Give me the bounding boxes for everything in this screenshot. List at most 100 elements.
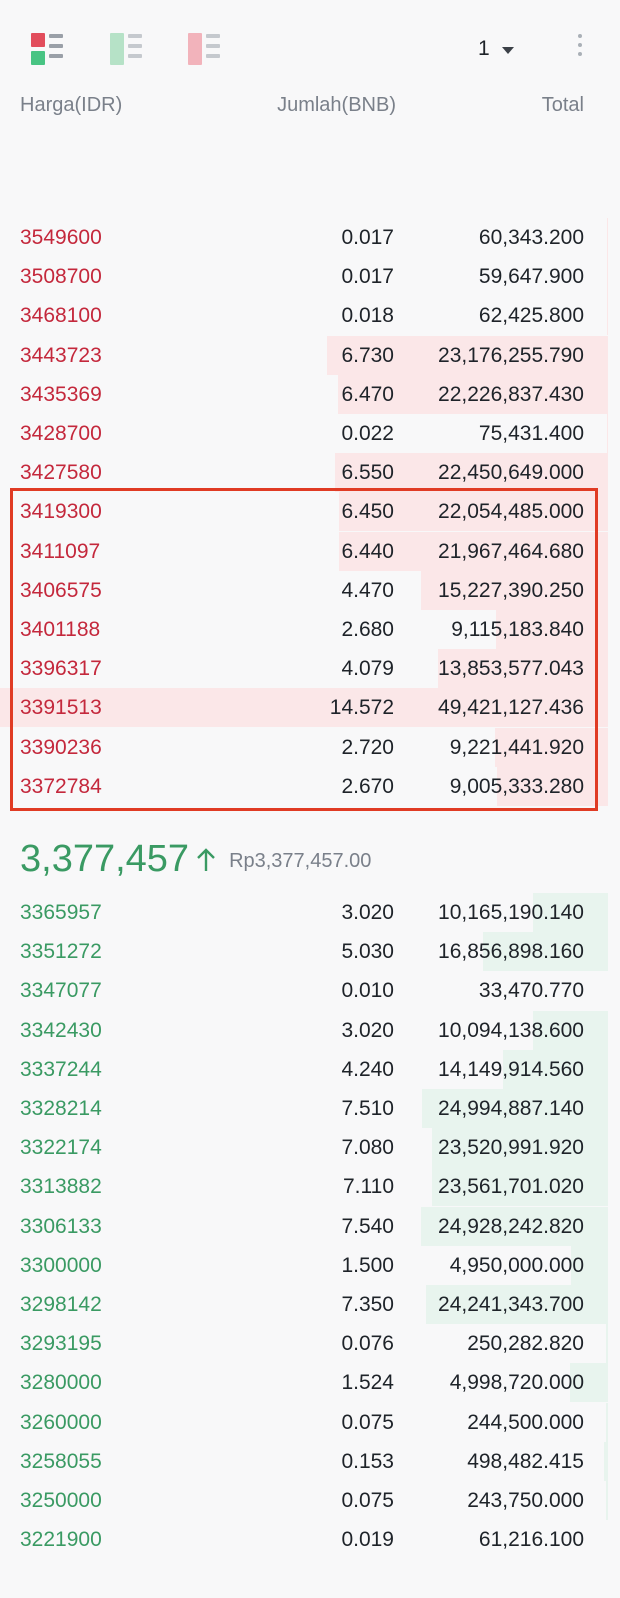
depth-bar	[607, 218, 608, 257]
bid-row[interactable]: 3306133 7.540 24,928,242.820	[0, 1206, 620, 1246]
bid-row[interactable]: 3313882 7.110 23,561,701.020	[0, 1167, 620, 1207]
ask-total: 15,227,390.250	[438, 578, 584, 602]
bid-row[interactable]: 3300000 1.500 4,950,000.000	[0, 1245, 620, 1285]
bid-row[interactable]: 3322174 7.080 23,520,991.920	[0, 1128, 620, 1168]
bid-total: 244,500.000	[467, 1410, 584, 1434]
depth-bar	[0, 688, 608, 728]
bid-total: 24,994,887.140	[438, 1097, 584, 1120]
bid-price: 3306133	[20, 1214, 102, 1238]
amount-column-header: Jumlah(BNB)	[277, 94, 396, 116]
bid-row[interactable]: 3250000 0.075 243,750.000	[0, 1481, 620, 1520]
ask-row[interactable]: 3406575 4.470 15,227,390.250	[0, 570, 620, 610]
depth-bar	[421, 570, 608, 610]
bids-only-view-icon[interactable]	[110, 32, 144, 66]
bid-amount: 3.020	[341, 1018, 394, 1042]
depth-bar	[503, 1049, 608, 1089]
more-vertical-icon[interactable]	[575, 34, 585, 64]
ask-total: 13,853,577.043	[438, 657, 584, 681]
bid-block	[31, 51, 45, 65]
depth-bar	[339, 531, 608, 571]
ask-amount: 6.440	[341, 539, 394, 563]
asks-only-view-icon[interactable]	[188, 32, 222, 66]
ask-row[interactable]: 3372784 2.670 9,005,333.280	[0, 766, 620, 806]
bid-amount: 7.350	[341, 1293, 394, 1316]
bid-row[interactable]: 3260000 0.075 244,500.000	[0, 1402, 620, 1442]
bid-total: 10,165,190.140	[438, 901, 584, 924]
bid-row[interactable]: 3351272 5.030 16,856,898.160	[0, 932, 620, 972]
bid-total: 24,928,242.820	[438, 1214, 584, 1238]
ask-row[interactable]: 3428700 0.022 75,431.400	[0, 414, 620, 453]
ask-price: 3428700	[20, 422, 102, 445]
bid-row[interactable]: 3347077 0.010 33,470.770	[0, 971, 620, 1010]
bid-total: 243,750.000	[467, 1489, 584, 1512]
ask-total: 9,115,183.840	[451, 618, 584, 641]
bid-price: 3258055	[20, 1449, 102, 1473]
depth-bar	[604, 1441, 608, 1481]
ask-row[interactable]: 3435369 6.470 22,226,837.430	[0, 374, 620, 414]
bid-price: 3300000	[20, 1253, 102, 1277]
ask-price: 3427580	[20, 461, 102, 485]
ask-amount: 0.022	[341, 422, 394, 445]
bid-total: 23,561,701.020	[438, 1175, 584, 1199]
bid-amount: 7.510	[341, 1097, 394, 1120]
depth-bar	[607, 296, 608, 336]
ask-price: 3549600	[20, 226, 102, 249]
ask-amount: 6.470	[341, 382, 394, 406]
bid-row[interactable]: 3298142 7.350 24,241,343.700	[0, 1285, 620, 1324]
bid-total: 33,470.770	[478, 979, 584, 1003]
ask-total: 9,005,333.280	[449, 774, 584, 798]
bid-total: 498,482.415	[467, 1449, 584, 1473]
depth-bar	[432, 1167, 608, 1207]
ask-price: 3372784	[20, 774, 102, 798]
bid-row[interactable]: 3328214 7.510 24,994,887.140	[0, 1089, 620, 1128]
ask-row[interactable]: 3468100 0.018 62,425.800	[0, 296, 620, 336]
last-trade-price: 3,377,457 Rp3,377,457.00	[20, 834, 371, 884]
depth-bar	[327, 335, 608, 375]
bid-row[interactable]: 3337244 4.240 14,149,914.560	[0, 1049, 620, 1089]
bid-row[interactable]: 3221900 0.019 61,216.100	[0, 1520, 620, 1559]
ask-row[interactable]: 3549600 0.017 60,343.200	[0, 218, 620, 257]
ask-row[interactable]: 3443723 6.730 23,176,255.790	[0, 335, 620, 375]
bid-price: 3260000	[20, 1410, 102, 1434]
depth-bar	[339, 492, 608, 532]
ask-amount: 4.079	[341, 657, 394, 681]
ask-amount: 6.550	[341, 461, 394, 485]
ask-row[interactable]: 3401188 2.680 9,115,183.840	[0, 610, 620, 649]
bid-row[interactable]: 3342430 3.020 10,094,138.600	[0, 1010, 620, 1050]
bid-price: 3293195	[20, 1332, 102, 1356]
bid-amount: 1.524	[341, 1371, 394, 1395]
ask-price: 3435369	[20, 382, 102, 406]
bid-amount: 0.076	[341, 1332, 394, 1356]
ask-row[interactable]: 3411097 6.440 21,967,464.680	[0, 531, 620, 571]
ask-row[interactable]: 3419300 6.450 22,054,485.000	[0, 492, 620, 532]
ask-row[interactable]: 3390236 2.720 9,221,441.920	[0, 727, 620, 767]
ask-row[interactable]: 3427580 6.550 22,450,649.000	[0, 453, 620, 493]
chevron-down-icon	[501, 46, 514, 54]
ask-total: 21,967,464.680	[438, 539, 584, 563]
depth-bar	[570, 1363, 608, 1403]
ask-row[interactable]: 3396317 4.079 13,853,577.043	[0, 649, 620, 689]
ask-row[interactable]: 3508700 0.017 59,647.900	[0, 257, 620, 297]
ask-amount: 2.680	[341, 618, 394, 641]
depth-bar	[533, 1010, 608, 1050]
depth-precision-value: 1	[478, 37, 490, 60]
ask-block	[188, 33, 202, 65]
bid-row[interactable]: 3280000 1.524 4,998,720.000	[0, 1363, 620, 1403]
depth-bar	[422, 1089, 608, 1128]
bid-price: 3328214	[20, 1097, 102, 1120]
bid-total: 61,216.100	[478, 1528, 584, 1552]
depth-precision-select[interactable]: 1	[478, 36, 514, 62]
last-price-value: 3,377,457	[20, 837, 190, 880]
ask-row[interactable]: 3391513 14.572 49,421,127.436	[0, 688, 620, 728]
bid-amount: 4.240	[341, 1057, 394, 1081]
bid-price: 3280000	[20, 1371, 102, 1395]
ask-total: 75,431.400	[478, 422, 584, 445]
bid-row[interactable]: 3258055 0.153 498,482.415	[0, 1441, 620, 1481]
depth-bar	[496, 610, 608, 649]
bid-price: 3221900	[20, 1528, 102, 1552]
bid-row[interactable]: 3293195 0.076 250,282.820	[0, 1324, 620, 1364]
orderbook-toolbar: 1	[0, 0, 620, 90]
both-sides-view-icon[interactable]	[31, 32, 65, 66]
ask-amount: 0.017	[341, 265, 394, 289]
bid-row[interactable]: 3365957 3.020 10,165,190.140	[0, 893, 620, 932]
